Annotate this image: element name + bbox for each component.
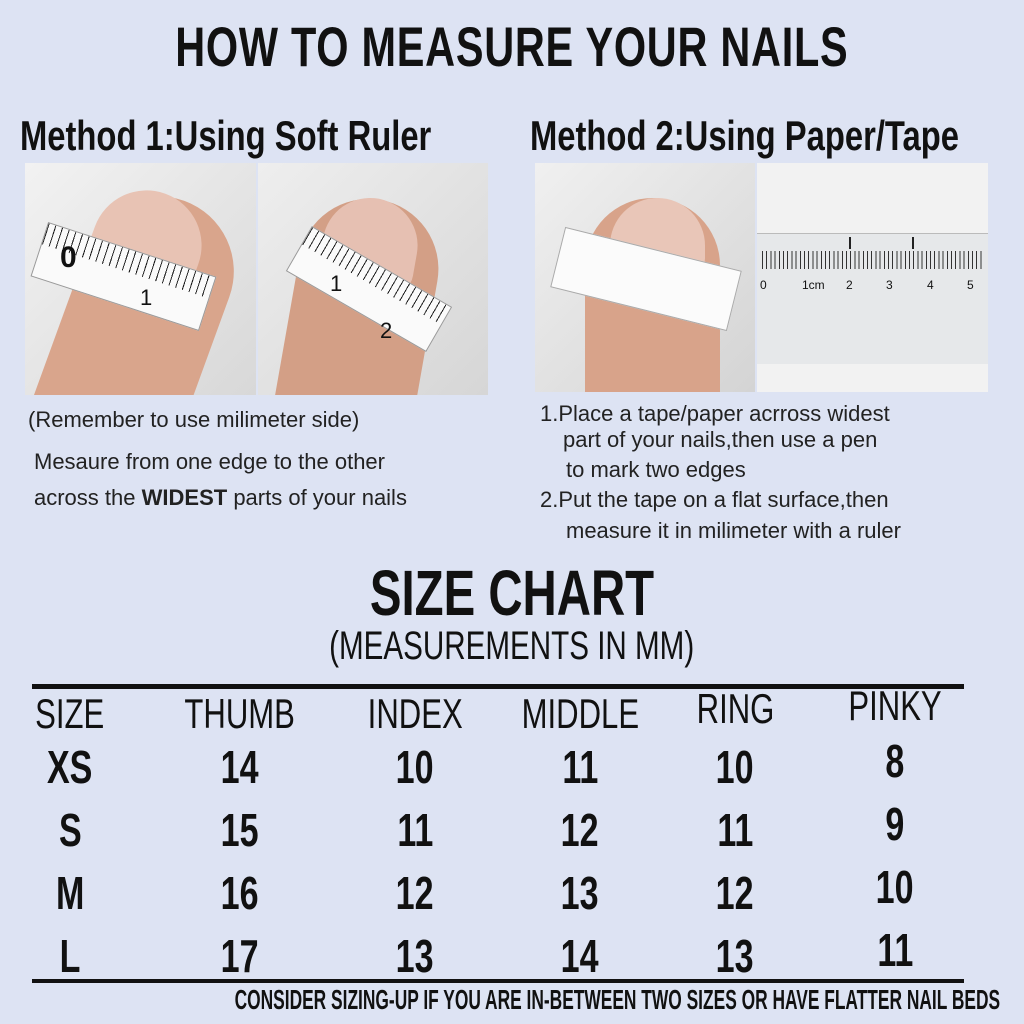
method2-step2b: measure it in milimeter with a ruler <box>566 518 901 543</box>
ruler-label: 4 <box>927 278 934 292</box>
table-bottom-rule <box>32 979 964 983</box>
column-header: RING <box>696 685 774 732</box>
size-label: M <box>55 867 85 919</box>
measurement-cell: 12 <box>561 804 599 856</box>
measurement-cell: 15 <box>221 804 259 856</box>
measurement-cell: 13 <box>716 930 754 982</box>
measurement-cell: 11 <box>876 924 913 976</box>
method2-step2a: 2.Put the tape on a flat surface,then <box>540 487 889 512</box>
method2-step1c: to mark two edges <box>566 457 746 482</box>
measurement-cell: 16 <box>221 867 259 919</box>
method1-line1: Mesaure from one edge to the other <box>34 449 385 474</box>
ruler-label: 3 <box>886 278 893 292</box>
ruler-photo: 0 1cm 2 3 4 5 <box>757 163 988 392</box>
size-chart-subtitle: (MEASUREMENTS IN MM) <box>329 624 695 668</box>
method1-title: Method 1:Using Soft Ruler <box>20 112 432 159</box>
sizing-note: CONSIDER SIZING-UP IF YOU ARE IN-BETWEEN… <box>234 984 1001 1015</box>
measurement-cell: 13 <box>561 867 599 919</box>
method2-step1b: part of your nails,then use a pen <box>563 427 878 452</box>
soft-ruler-photo-1: 0 1 <box>25 163 256 395</box>
measurement-cell: 11 <box>716 804 753 856</box>
ruler-mark-2: 2 <box>380 318 393 343</box>
size-chart-title: SIZE CHART <box>369 557 655 629</box>
measurement-cell: 10 <box>716 741 754 793</box>
measurement-cell: 9 <box>885 798 905 850</box>
ruler-mark-1: 1 <box>140 285 153 310</box>
ruler-mark-0: 0 <box>60 241 77 274</box>
soft-ruler-photo-2: 1 2 <box>258 163 488 395</box>
ruler-label: 0 <box>760 278 767 292</box>
page-title: HOW TO MEASURE YOUR NAILS <box>175 15 849 78</box>
method1-line2: across the WIDEST parts of your nails <box>34 485 407 510</box>
ruler-label: 1cm <box>802 278 825 292</box>
column-header: MIDDLE <box>521 690 639 737</box>
ruler-mark-1: 1 <box>330 271 343 296</box>
measurement-cell: 12 <box>396 867 434 919</box>
size-label: S <box>58 804 82 856</box>
ruler-label: 2 <box>846 278 853 292</box>
size-label: XS <box>47 741 93 793</box>
column-header: THUMB <box>184 690 296 737</box>
method2-step1a: 1.Place a tape/paper acrross widest <box>540 401 890 426</box>
measurement-cell: 8 <box>885 735 905 787</box>
column-header: SIZE <box>35 690 105 737</box>
measurement-cell: 12 <box>716 867 754 919</box>
column-header: INDEX <box>367 690 463 737</box>
column-header: PINKY <box>848 682 942 729</box>
measurement-cell: 14 <box>561 930 599 982</box>
table-top-rule <box>32 684 964 689</box>
ruler-label: 5 <box>967 278 974 292</box>
method2-title: Method 2:Using Paper/Tape <box>530 112 959 159</box>
measurement-cell: 11 <box>561 741 598 793</box>
method1-note: (Remember to use milimeter side) <box>28 407 360 432</box>
tape-on-nail-photo <box>535 163 755 392</box>
measurement-cell: 10 <box>876 861 914 913</box>
measurement-cell: 11 <box>396 804 433 856</box>
measurement-cell: 10 <box>396 741 434 793</box>
measurement-cell: 14 <box>221 741 259 793</box>
measurement-cell: 13 <box>396 930 434 982</box>
size-label: L <box>59 930 81 982</box>
measurement-cell: 17 <box>221 930 259 982</box>
